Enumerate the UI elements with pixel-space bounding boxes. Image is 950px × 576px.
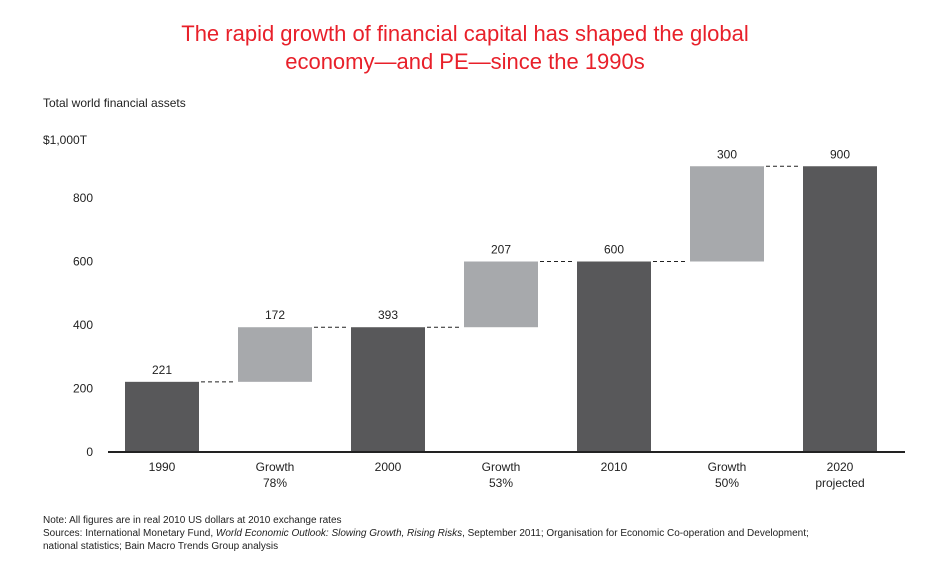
- y-tick-label: 600: [73, 255, 93, 269]
- category-label: 2010: [601, 460, 628, 474]
- y-axis-title: Total world financial assets: [43, 96, 186, 110]
- sources-prefix: Sources: International Monetary Fund,: [43, 528, 216, 539]
- y-tick-label: 800: [73, 191, 93, 205]
- total-bar: [125, 381, 199, 452]
- y-tick-label: 400: [73, 318, 93, 332]
- sources-publication: World Economic Outlook: Slowing Growth, …: [215, 528, 463, 539]
- category-sublabel: 53%: [489, 476, 513, 490]
- category-label: 2000: [375, 460, 402, 474]
- category-label: 2020: [827, 460, 854, 474]
- growth-bar: [238, 327, 312, 382]
- total-bar: [577, 261, 651, 452]
- bar-value-label: 900: [830, 147, 850, 161]
- chart-title: The rapid growth of financial capital ha…: [0, 20, 930, 76]
- y-tick-label: 200: [73, 382, 93, 396]
- category-label: Growth: [482, 460, 521, 474]
- y-tick-label: 0: [86, 445, 93, 459]
- bar-value-label: 207: [491, 243, 511, 257]
- chart-title-line-1: The rapid growth of financial capital ha…: [181, 21, 749, 46]
- y-axis-unit-label: $1,000T: [43, 133, 88, 147]
- bar-value-label: 172: [265, 308, 285, 322]
- sources-text-line-2: national statistics; Bain Macro Trends G…: [43, 541, 279, 552]
- category-sublabel: projected: [815, 476, 864, 490]
- sources-text: Sources: International Monetary Fund, Wo…: [43, 527, 923, 540]
- bar-value-label: 393: [378, 308, 398, 322]
- note-text: Note: All figures are in real 2010 US do…: [43, 515, 342, 526]
- bar-value-label: 300: [717, 147, 737, 161]
- growth-bar: [690, 166, 764, 262]
- category-label: Growth: [708, 460, 747, 474]
- total-bar: [803, 166, 877, 452]
- total-bar: [351, 327, 425, 452]
- chart-notes: Note: All figures are in real 2010 US do…: [43, 514, 923, 553]
- category-sublabel: 78%: [263, 476, 287, 490]
- category-label: 1990: [149, 460, 176, 474]
- bar-value-label: 600: [604, 243, 624, 257]
- bar-value-label: 221: [152, 363, 172, 377]
- category-label: Growth: [256, 460, 295, 474]
- growth-bar: [464, 261, 538, 328]
- sources-suffix: , September 2011; Organisation for Econo…: [462, 528, 809, 539]
- chart-title-line-2: economy—and PE—since the 1990s: [285, 49, 645, 74]
- category-sublabel: 50%: [715, 476, 739, 490]
